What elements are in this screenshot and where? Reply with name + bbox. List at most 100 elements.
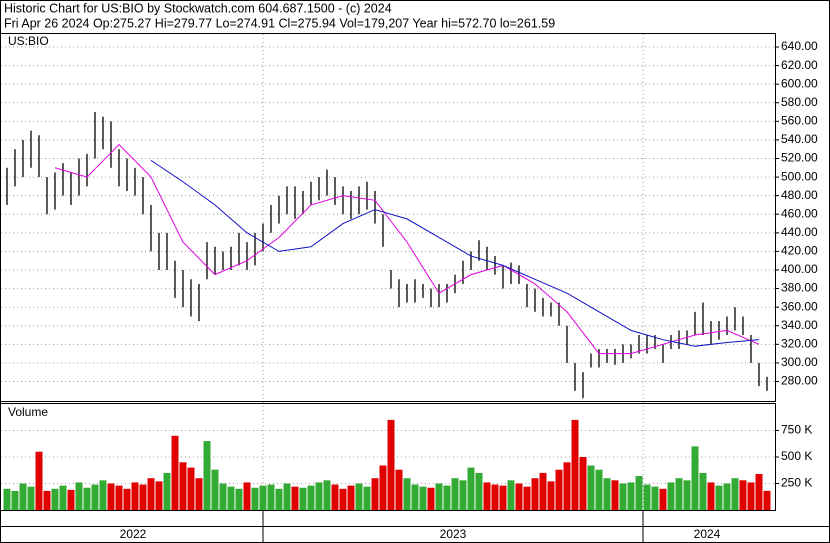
volume-bar xyxy=(451,478,459,510)
volume-bar xyxy=(643,484,651,510)
volume-bar xyxy=(595,469,603,510)
volume-bar xyxy=(171,435,179,510)
volume-bar xyxy=(707,482,715,510)
volume-bar xyxy=(91,484,99,510)
volume-bar xyxy=(275,488,283,510)
volume-bar xyxy=(731,478,739,510)
volume-bar xyxy=(491,484,499,510)
chart-title: Historic Chart for US:BIO by Stockwatch.… xyxy=(4,1,392,15)
volume-bar xyxy=(67,489,75,510)
y-tick-label: 600.00 xyxy=(781,76,818,90)
volume-bar xyxy=(163,472,171,510)
volume-bar xyxy=(579,457,587,510)
symbol-label: US:BIO xyxy=(8,34,49,48)
volume-bar xyxy=(107,483,115,510)
volume-bar xyxy=(291,486,299,510)
volume-bar xyxy=(507,480,515,510)
volume-bar xyxy=(563,462,571,510)
volume-bar xyxy=(355,483,363,510)
y-tick-label: 400.00 xyxy=(781,262,818,276)
v-tick-label: 500 K xyxy=(781,449,812,463)
volume-bar xyxy=(627,482,635,510)
volume-bar xyxy=(211,469,219,510)
volume-bar xyxy=(411,484,419,510)
volume-bar xyxy=(195,478,203,510)
volume-bar xyxy=(435,483,443,510)
volume-bar xyxy=(611,480,619,510)
volume-bar xyxy=(11,490,19,510)
volume-bar xyxy=(635,476,643,510)
volume-bar xyxy=(267,484,275,510)
volume-bar xyxy=(459,480,467,510)
volume-bar xyxy=(699,472,707,510)
volume-bar xyxy=(363,486,371,510)
volume-bar xyxy=(27,486,35,510)
v-tick-label: 250 K xyxy=(781,476,812,490)
v-tick-label: 750 K xyxy=(781,423,812,437)
volume-bar xyxy=(427,487,435,510)
volume-bar xyxy=(523,486,531,510)
volume-bar xyxy=(331,484,339,510)
y-tick-label: 280.00 xyxy=(781,374,818,388)
volume-bar xyxy=(755,473,763,510)
volume-bar xyxy=(83,487,91,510)
y-tick-label: 420.00 xyxy=(781,244,818,258)
moving-average xyxy=(150,159,760,347)
y-tick-label: 640.00 xyxy=(781,39,818,53)
volume-bar xyxy=(147,478,155,510)
y-tick-label: 320.00 xyxy=(781,336,818,350)
volume-bar xyxy=(203,441,211,510)
volume-bar xyxy=(619,483,627,510)
volume-bar xyxy=(179,462,187,510)
volume-bar xyxy=(539,472,547,510)
volume-bar xyxy=(387,419,395,510)
y-tick-label: 500.00 xyxy=(781,169,818,183)
y-tick-label: 360.00 xyxy=(781,299,818,313)
volume-bar xyxy=(155,481,163,510)
y-tick-label: 460.00 xyxy=(781,206,818,220)
volume-bar xyxy=(227,486,235,510)
volume-bar xyxy=(555,469,563,510)
volume-bar xyxy=(659,488,667,510)
y-tick-label: 580.00 xyxy=(781,95,818,109)
volume-bar xyxy=(483,482,491,510)
price-panel xyxy=(0,33,776,402)
volume-bar xyxy=(75,482,83,510)
volume-bar xyxy=(691,446,699,510)
volume-bar xyxy=(187,467,195,510)
volume-bar xyxy=(243,482,251,510)
volume-bar xyxy=(443,485,451,510)
volume-bar xyxy=(3,488,11,510)
x-tick-label: 2024 xyxy=(694,527,721,541)
volume-bar xyxy=(651,486,659,510)
volume-bar xyxy=(307,485,315,510)
volume-bar xyxy=(683,480,691,510)
chart-subtitle: Fri Apr 26 2024 Op:275.27 Hi=279.77 Lo=2… xyxy=(4,16,555,30)
volume-bar xyxy=(59,485,67,510)
volume-bar xyxy=(475,472,483,510)
volume-bar xyxy=(747,482,755,510)
y-tick-label: 520.00 xyxy=(781,151,818,165)
volume-bar xyxy=(395,469,403,510)
volume-bar xyxy=(419,486,427,510)
moving-average xyxy=(54,143,760,355)
y-tick-label: 480.00 xyxy=(781,188,818,202)
volume-bar xyxy=(723,483,731,510)
volume-bar xyxy=(99,480,107,510)
volume-bar xyxy=(531,478,539,510)
volume-bar xyxy=(315,482,323,510)
volume-bar xyxy=(299,487,307,510)
volume-label: Volume xyxy=(8,405,48,419)
volume-bar xyxy=(35,451,43,510)
volume-bar xyxy=(219,483,227,510)
volume-bar xyxy=(667,482,675,510)
volume-bar xyxy=(515,483,523,510)
volume-bar xyxy=(675,478,683,510)
volume-bar xyxy=(347,485,355,510)
x-tick-label: 2023 xyxy=(440,527,467,541)
y-tick-label: 620.00 xyxy=(781,58,818,72)
volume-bar xyxy=(51,488,59,510)
volume-bar xyxy=(43,490,51,510)
y-tick-label: 300.00 xyxy=(781,355,818,369)
